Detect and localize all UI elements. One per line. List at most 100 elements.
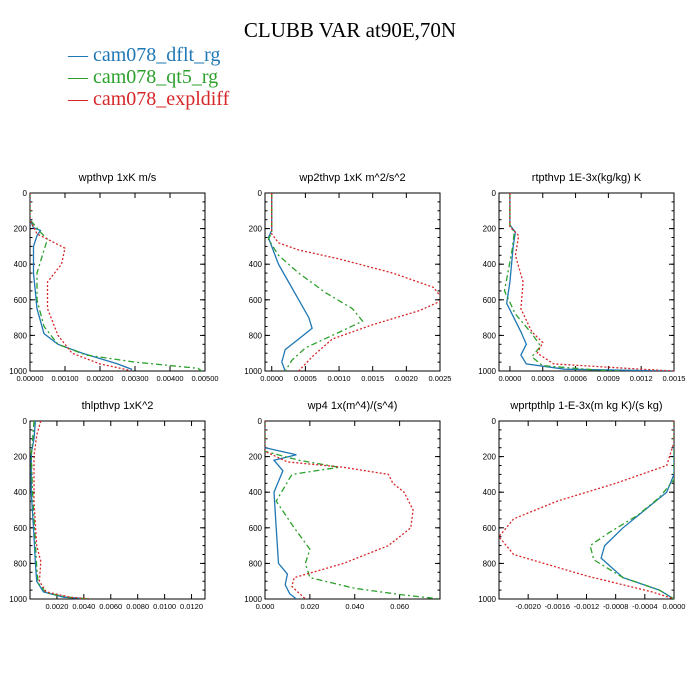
x-tick-label: 0.0000 [498,374,521,383]
series-line-cam078_qt5_rg [30,193,202,371]
y-tick-label: 600 [249,296,263,305]
series-line-cam078_expldiff [30,193,132,371]
panel-title: wpthvp 1xK m/s [78,172,157,184]
legend-entry-qt5: — cam078_qt5_rg [68,66,219,88]
series-line-cam078_dflt_rg [600,421,674,599]
series-line-cam078_dflt_rg [267,193,313,371]
y-tick-label: 400 [14,488,28,497]
panel-6: wprtpthlp 1-E-3x(m kg K)/(s kg) 0 200 400 60… [478,400,685,611]
y-tick-label: 0 [23,189,28,198]
x-tick-label: 0.0003 [531,374,554,383]
x-tick-label: -0.0020 [515,602,540,611]
x-tick-label: 0.060 [390,602,409,611]
x-tick-label: 0.0120 [180,602,203,611]
x-tick-label: 0.0025 [429,374,452,383]
legend-label-expldiff: cam078_expldiff [93,88,230,110]
y-tick-label: 1000 [478,367,496,376]
panel-3: rtpthvp 1E-3x(kg/kg) K020040060080010000… [478,172,685,383]
x-tick-label: 0.040 [345,602,364,611]
x-tick-label: 0.00100 [51,374,78,383]
x-tick-label: 0.0010 [328,374,351,383]
series-line-cam078_qt5_rg [30,421,91,599]
x-tick-label: 0.020 [300,602,319,611]
plot-frame [29,420,206,600]
y-tick-label: 0 [258,417,263,426]
x-tick-label: 0.0040 [72,602,95,611]
x-tick-label: 0.0006 [564,374,587,383]
y-tick-label: 200 [483,453,497,462]
series-line-cam078_qt5_rg [267,193,364,371]
x-tick-label: 0.0015 [361,374,384,383]
y-tick-label: 200 [249,225,263,234]
y-tick-label: 0 [492,189,497,198]
y-tick-label: 400 [249,260,263,269]
y-tick-label: 800 [249,559,263,568]
legend-entry-expldiff: — cam078_expldiff [68,88,230,110]
y-tick-label: 0 [23,417,28,426]
y-tick-label: 600 [14,296,28,305]
y-tick-label: 400 [14,260,28,269]
x-tick-label: 0.0080 [126,602,149,611]
x-tick-label: 0.0020 [45,602,68,611]
y-tick-label: 400 [483,260,497,269]
panel-title: wp4 1x(m^4)/(s^4) [307,400,398,412]
plot-frame [29,192,206,372]
x-tick-label: 0.00500 [191,374,218,383]
y-tick-label: 400 [249,488,263,497]
panel-title: thlpthvp 1xK^2 [82,400,154,412]
x-tick-label: 0.00400 [156,374,183,383]
series-line-cam078_qt5_rg [589,421,674,599]
legend-label-dflt: cam078_dflt_rg [93,44,221,66]
panel-title: rtpthvp 1E-3x(kg/kg) K [532,172,642,184]
plot-frame [498,420,675,600]
legend-label-qt5: cam078_qt5_rg [93,66,219,88]
series-line-cam078_dflt_rg [265,421,297,599]
y-tick-label: 200 [249,453,263,462]
series-line-cam078_expldiff [271,193,440,371]
x-tick-label: 0.00300 [121,374,148,383]
panel-title: wp2thvp 1xK m^2/s^2 [298,172,405,184]
y-tick-label: 800 [14,331,28,340]
y-tick-label: 800 [483,331,497,340]
plot-frame [498,192,675,372]
y-tick-label: 0 [492,417,497,426]
y-tick-label: 200 [14,453,28,462]
x-tick-label: -0.0016 [545,602,570,611]
y-tick-label: 800 [483,559,497,568]
y-tick-label: 1000 [9,367,27,376]
y-tick-label: 0 [258,189,263,198]
x-tick-label: 0.000 [256,602,275,611]
y-tick-label: 800 [14,559,28,568]
x-tick-label: 0.0100 [153,602,176,611]
y-tick-label: 200 [14,225,28,234]
y-tick-label: 600 [483,296,497,305]
series-line-cam078_qt5_rg [503,193,620,371]
series-line-cam078_expldiff [509,193,674,371]
x-tick-label: 0.0000 [663,602,686,611]
figure-title: CLUBB VAR at90E,70N [243,18,457,42]
panel-4: thlpthvp 1xK^2 0 200 400 600 800 1000 0.0020 0.0… [9,400,206,611]
series-line-cam078_expldiff [33,421,91,599]
y-tick-label: 1000 [244,595,262,604]
x-tick-label: 0.00200 [86,374,113,383]
x-tick-label: 0.0009 [597,374,620,383]
panel-2: wp2thvp 1xK m^2/s^2020040060080010000.00… [244,172,451,383]
y-tick-label: 400 [483,488,497,497]
series-line-cam078_expldiff [265,421,414,599]
series-line-cam078_dflt_rg [506,193,674,371]
x-tick-label: 0.0015 [663,374,686,383]
x-tick-label: 0.0020 [395,374,418,383]
x-tick-label: 0.0005 [294,374,317,383]
y-tick-label: 1000 [244,367,262,376]
y-tick-label: 600 [483,524,497,533]
series-line-cam078_dflt_rg [30,193,133,371]
y-tick-label: 1000 [9,595,27,604]
x-tick-label: -0.0008 [603,602,628,611]
x-tick-label: 0.0000 [260,374,283,383]
y-tick-label: 600 [249,524,263,533]
y-tick-label: 800 [249,331,263,340]
y-tick-label: 200 [483,225,497,234]
